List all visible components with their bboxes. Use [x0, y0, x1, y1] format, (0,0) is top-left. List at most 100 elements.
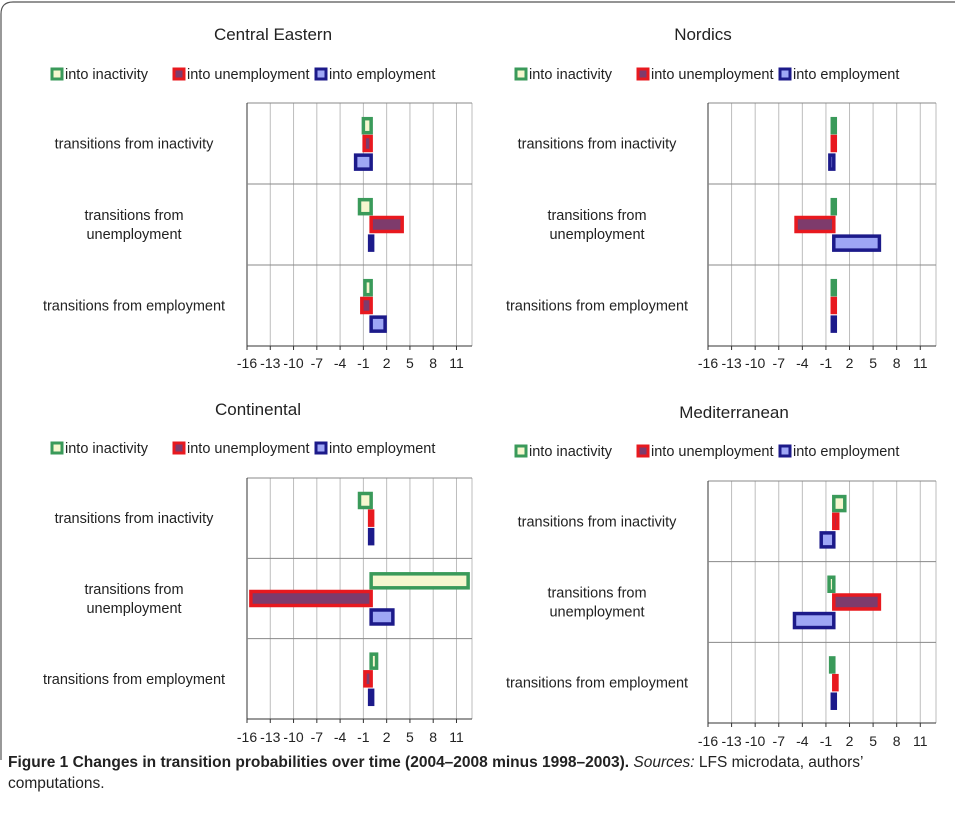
legend-swatch-unemployment [636, 444, 650, 458]
chart-title: Mediterranean [679, 403, 789, 422]
x-tick-label: 5 [406, 355, 414, 371]
x-tick-label: -7 [773, 355, 786, 371]
x-tick-label: -4 [334, 355, 347, 371]
x-tick-label: 8 [429, 355, 437, 371]
legend-label-unemployment: into unemployment [187, 441, 310, 457]
x-tick-label: 2 [383, 729, 391, 745]
x-tick-label: -1 [820, 733, 833, 749]
x-tick-label: -1 [357, 729, 370, 745]
category-label: transitions from inactivity [55, 511, 214, 527]
bar-unemployment [367, 509, 375, 527]
category-label-line: transitions from employment [43, 672, 225, 688]
legend-swatch-employment [778, 444, 792, 458]
category-label-line: unemployment [549, 227, 644, 243]
x-tick-label: -10 [283, 729, 303, 745]
legend-swatch-unemployment [172, 67, 186, 81]
bar-employment [369, 608, 395, 626]
bar-unemployment [360, 296, 373, 315]
x-tick-label: -4 [334, 729, 347, 745]
bar-employment [828, 153, 836, 171]
category-label-line: transitions from [84, 582, 183, 598]
bar-employment [367, 527, 375, 546]
x-tick-label: -10 [283, 355, 303, 371]
bar-inactivity [830, 116, 838, 135]
bar-unemployment [794, 215, 836, 234]
x-tick-label: -4 [796, 355, 809, 371]
category-label: transitions from employment [506, 676, 688, 692]
x-tick-label: -16 [237, 729, 257, 745]
legend-label-inactivity: into inactivity [529, 444, 613, 460]
category-label-line: transitions from employment [506, 299, 688, 315]
x-tick-label: 11 [449, 729, 464, 745]
category-label: transitions from unemployment [84, 208, 183, 243]
category-label-line: transitions from employment [43, 299, 225, 315]
legend-label-employment: into employment [793, 67, 899, 83]
x-tick-label: -4 [796, 733, 809, 749]
chart-panel-1: Central Eastern into inactivity into unemp… [43, 25, 473, 371]
bar-employment [830, 315, 838, 333]
figure-caption: Figure 1 Changes in transition probabili… [8, 752, 948, 794]
category-label-line: transitions from inactivity [518, 514, 677, 530]
bar-employment [367, 688, 375, 707]
x-tick-label: 8 [893, 733, 901, 749]
x-tick-label: -7 [311, 729, 324, 745]
bar-employment [367, 234, 375, 252]
x-tick-label: -7 [773, 733, 786, 749]
bar-unemployment [832, 512, 840, 531]
bar-unemployment [832, 593, 882, 611]
caption-sources-label: Sources: [633, 754, 695, 771]
x-tick-label: -10 [745, 355, 765, 371]
category-label: transitions from unemployment [84, 582, 183, 617]
category-label-line: transitions from [84, 208, 183, 224]
legend-swatch-inactivity [50, 441, 64, 455]
legend-label-employment: into employment [329, 67, 435, 83]
category-label-line: transitions from employment [506, 676, 688, 692]
x-tick-label: 11 [913, 355, 928, 371]
x-tick-label: 2 [383, 355, 391, 371]
category-label: transitions from employment [506, 299, 688, 315]
bar-inactivity [357, 197, 373, 216]
category-label: transitions from employment [43, 299, 225, 315]
chart-title: Nordics [674, 25, 732, 44]
legend-swatch-inactivity [514, 67, 528, 81]
category-label-line: transitions from inactivity [55, 137, 214, 153]
bar-inactivity [827, 575, 836, 594]
bar-employment [353, 153, 373, 171]
legend-label-unemployment: into unemployment [651, 444, 774, 460]
bar-inactivity [828, 656, 836, 674]
bar-inactivity [830, 197, 838, 216]
category-label-line: unemployment [86, 601, 181, 617]
caption-sources-text: LFS microdata, authors’ computations. [8, 754, 863, 792]
category-label: transitions from inactivity [518, 514, 677, 530]
chart-title: Continental [215, 400, 301, 419]
x-tick-label: -16 [698, 355, 718, 371]
x-tick-label: 5 [869, 355, 877, 371]
bar-inactivity [832, 494, 847, 513]
bar-unemployment [830, 296, 838, 315]
x-tick-label: 11 [913, 733, 928, 749]
category-label: transitions from unemployment [547, 208, 646, 243]
x-tick-label: -13 [260, 729, 280, 745]
legend-label-unemployment: into unemployment [187, 67, 310, 83]
bar-employment [819, 531, 836, 549]
bar-employment [369, 315, 387, 333]
bar-unemployment [363, 670, 373, 688]
x-tick-label: -1 [820, 355, 833, 371]
legend-swatch-employment [314, 67, 328, 81]
bar-employment [832, 234, 882, 252]
x-tick-label: -7 [311, 355, 324, 371]
legend-label-employment: into employment [329, 441, 435, 457]
category-label-line: transitions from [547, 208, 646, 224]
bar-unemployment [362, 134, 373, 153]
caption-title: Figure 1 Changes in transition probabili… [8, 754, 630, 771]
chart-panel-4: Mediterranean into inactivity into unemplo… [506, 403, 937, 749]
x-tick-label: -10 [745, 733, 765, 749]
x-tick-label: 8 [429, 729, 437, 745]
bar-inactivity [357, 491, 373, 510]
bar-unemployment [369, 215, 404, 234]
bar-employment [830, 692, 838, 710]
legend-label-unemployment: into unemployment [651, 67, 774, 83]
category-label: transitions from inactivity [518, 137, 677, 153]
